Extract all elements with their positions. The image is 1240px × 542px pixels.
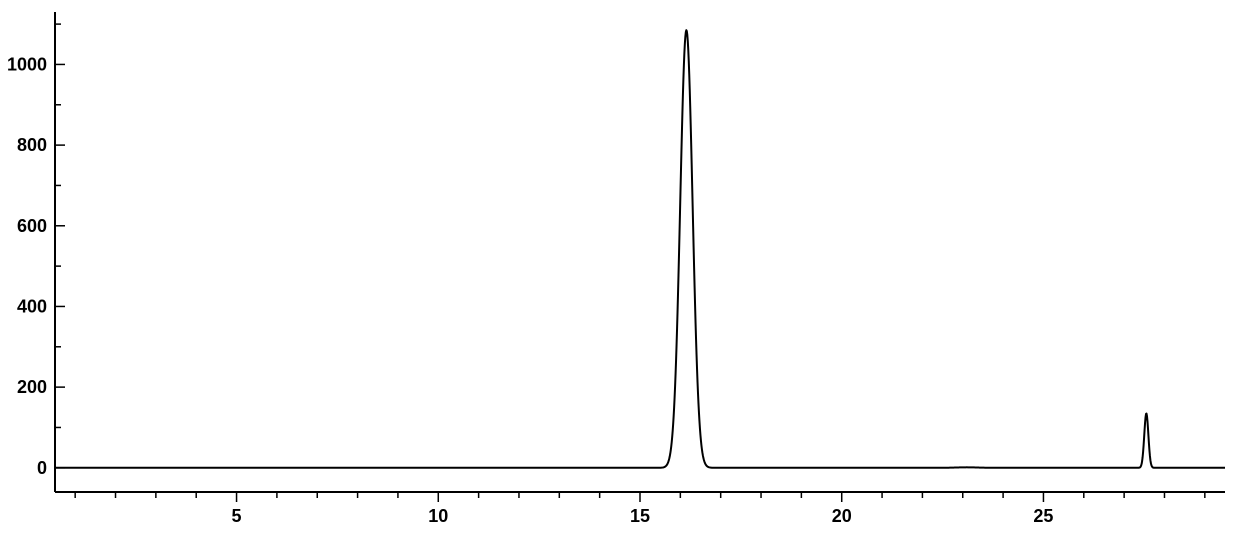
y-tick-label: 0: [37, 458, 47, 478]
y-tick-label: 1000: [7, 54, 47, 74]
y-tick-label: 800: [17, 135, 47, 155]
x-tick-label: 20: [832, 506, 852, 526]
x-tick-label: 25: [1033, 506, 1053, 526]
y-tick-label: 200: [17, 377, 47, 397]
x-tick-label: 5: [232, 506, 242, 526]
x-tick-label: 15: [630, 506, 650, 526]
y-tick-label: 400: [17, 296, 47, 316]
y-tick-label: 600: [17, 216, 47, 236]
x-tick-label: 10: [428, 506, 448, 526]
chromatogram-chart: 0 200 400 600 800 1000 5 10 15 20 25: [0, 0, 1240, 542]
chart-svg: 0 200 400 600 800 1000 5 10 15 20 25: [0, 0, 1240, 542]
